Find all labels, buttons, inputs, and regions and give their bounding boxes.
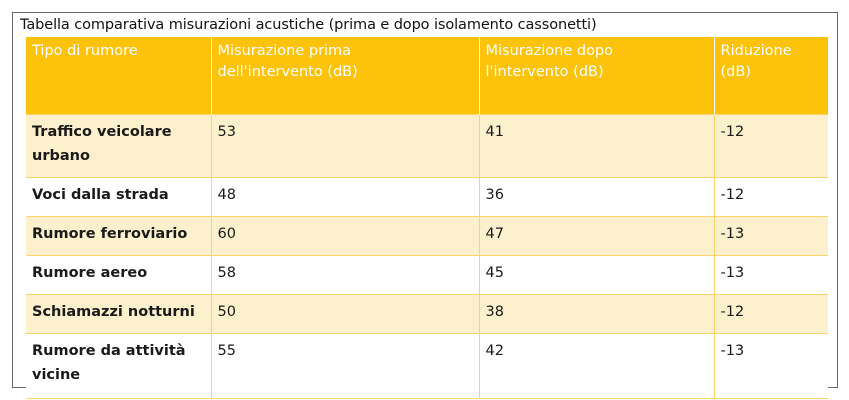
table-row: Rumore ferroviario 60 47 -13 [26,215,828,255]
cell-dopo: 45 [478,254,714,294]
cell-dopo: 47 [478,215,714,255]
table-row: Rumore aereo 58 45 -13 [26,254,828,294]
cell-prima: 55 [210,332,479,399]
cell-line: Rumore aereo [32,264,148,281]
document-page: Tabella comparativa misurazioni acustich… [12,12,838,399]
cell-prima: 50 [210,293,479,333]
header-misurazione-dopo: Misurazione dopo l'intervento (dB) [478,37,714,114]
cell-tipo: Rumore aereo [26,254,211,294]
header-line: l'intervento (dB) [485,64,604,80]
header-line: Tipo di rumore [32,43,138,59]
cell-dopo: 41 [478,113,714,177]
table-row: Traffico veicolare urbano 53 41 -12 [26,113,828,177]
cell-line: urbano [32,147,90,164]
table-row: Rumore da attività vicine 55 42 -13 [26,332,828,399]
cell-line: vicine [32,366,81,383]
header-riduzione: Riduzione (dB) [713,37,828,114]
cell-riduzione: -12 [713,293,828,333]
cell-prima: 58 [210,254,479,294]
cell-tipo: Rumore ferroviario [26,215,211,255]
cell-prima: 60 [210,215,479,255]
table-caption: Tabella comparativa misurazioni acustich… [20,17,597,33]
cell-riduzione: -13 [713,332,828,399]
cell-prima: 48 [210,176,479,216]
cell-riduzione: -12 [713,176,828,216]
cell-line: Traffico veicolare [32,123,172,140]
cell-line: Voci dalla strada [32,186,169,203]
header-line: (dB) [720,64,751,80]
header-line: Riduzione [720,43,792,59]
header-line: dell'intervento (dB) [217,64,358,80]
table-header: Tipo di rumore Misurazione prima dell'in… [26,37,828,114]
header-misurazione-prima: Misurazione prima dell'intervento (dB) [210,37,479,114]
cell-dopo: 38 [478,293,714,333]
cell-tipo: Traffico veicolare urbano [26,113,211,177]
header-tipo-di-rumore: Tipo di rumore [26,37,211,114]
table-row: Voci dalla strada 48 36 -12 [26,176,828,216]
cell-riduzione: -13 [713,215,828,255]
cell-prima: 53 [210,113,479,177]
acoustic-measurements-table: Tipo di rumore Misurazione prima dell'in… [26,37,828,399]
cell-dopo: 42 [478,332,714,399]
cell-dopo: 36 [478,176,714,216]
cell-riduzione: -12 [713,113,828,177]
header-line: Misurazione prima [217,43,352,59]
cell-tipo: Schiamazzi notturni [26,293,211,333]
cell-riduzione: -13 [713,254,828,294]
cell-line: Rumore da attività [32,342,186,359]
cell-tipo: Rumore da attività vicine [26,332,211,399]
cell-tipo: Voci dalla strada [26,176,211,216]
cell-line: Rumore ferroviario [32,225,188,242]
cell-line: Schiamazzi notturni [32,303,195,320]
header-line: Misurazione dopo [485,43,614,59]
header-row: Tipo di rumore Misurazione prima dell'in… [26,37,828,114]
table-row: Schiamazzi notturni 50 38 -12 [26,293,828,333]
table-body: Traffico veicolare urbano 53 41 -12 Voci… [26,113,828,399]
